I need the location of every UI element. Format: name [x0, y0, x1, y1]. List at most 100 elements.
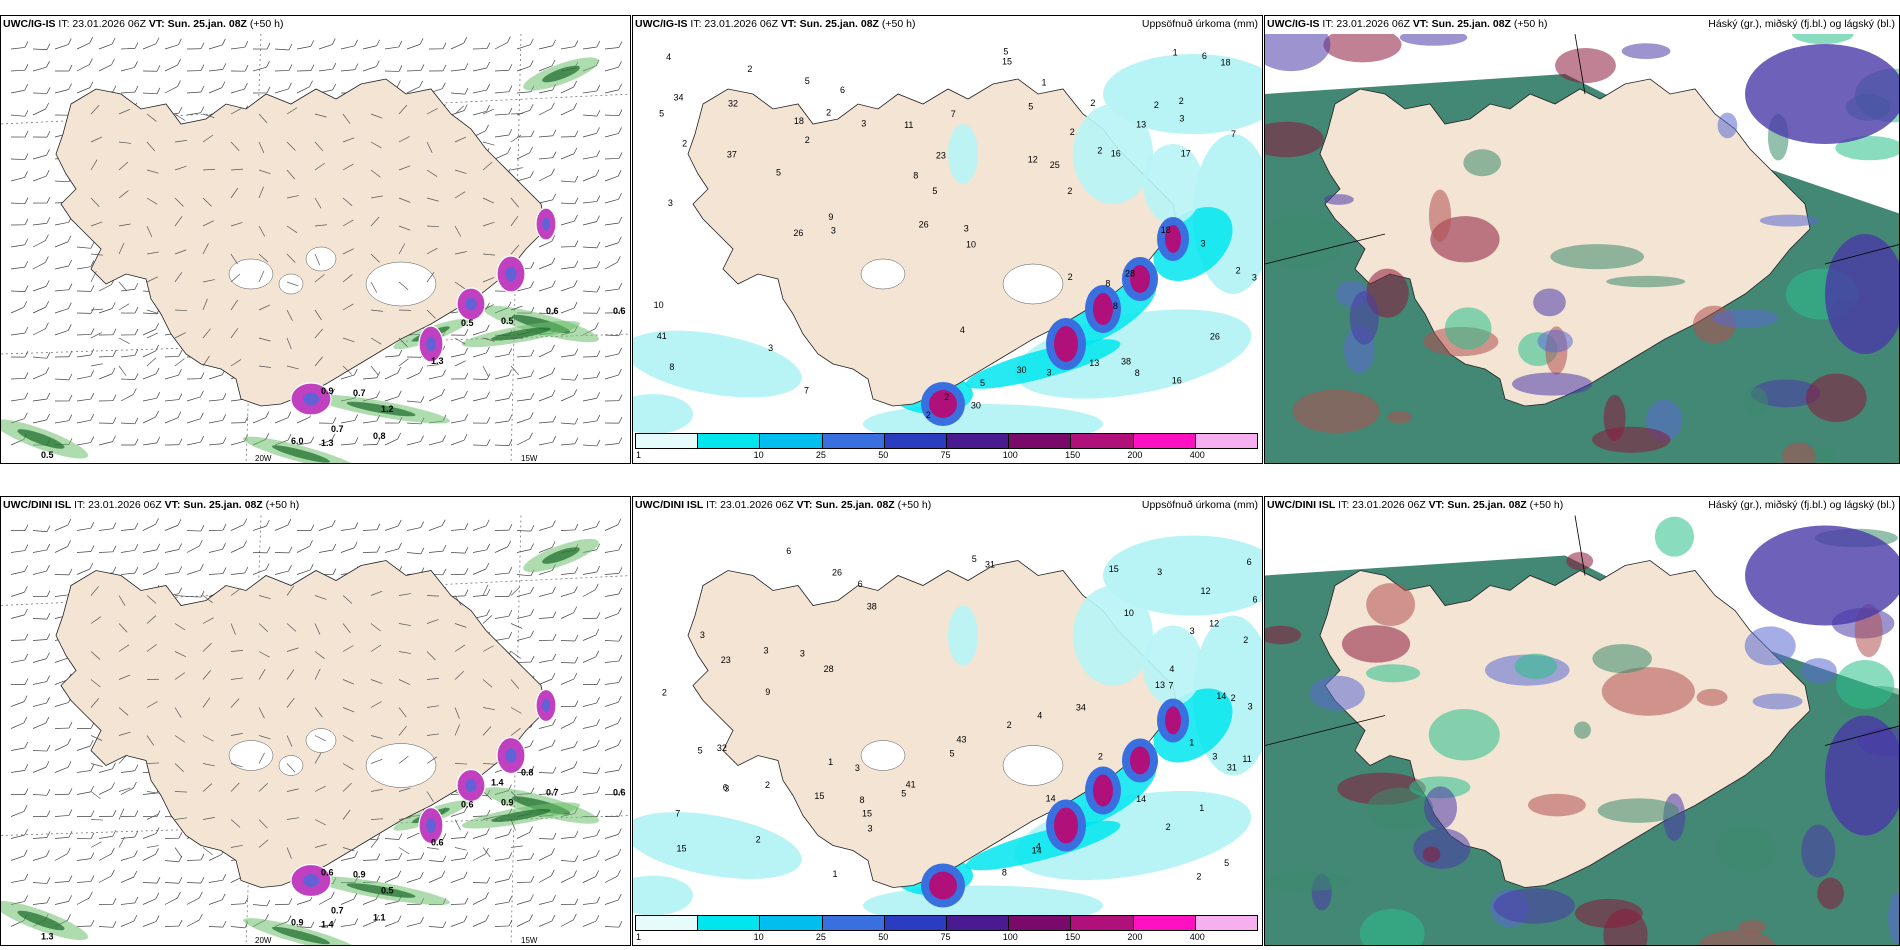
wind-barb [510, 819, 516, 831]
wind-barb [510, 791, 520, 801]
wind-barb [582, 835, 597, 839]
wind-barb [111, 869, 115, 877]
wind-barb [454, 707, 460, 719]
wind-barb [68, 350, 73, 357]
wind-barb [112, 85, 117, 92]
wind-barb [454, 763, 468, 765]
wind-barb [24, 110, 29, 117]
wind-barb [384, 548, 399, 553]
wind-barb [538, 441, 553, 446]
wind-barb [24, 260, 29, 268]
wind-barb [398, 725, 407, 736]
wind-barb [89, 739, 94, 747]
wind-barb [464, 831, 469, 838]
wind-barb [370, 281, 378, 293]
iceland-land [55, 78, 547, 407]
wind-barb [604, 374, 619, 380]
wind-barb [155, 322, 160, 330]
wind-barb [596, 719, 600, 726]
wind-barb [90, 104, 100, 115]
wind-barb [222, 38, 226, 46]
wind-barb [208, 926, 224, 928]
precip-value: 5 [1003, 46, 1008, 56]
cloud-map [1265, 34, 1899, 463]
wind-barb [354, 851, 358, 858]
wind-value: 0.7 [546, 788, 559, 798]
wind-barb [199, 891, 203, 899]
cloud-patch [1366, 787, 1434, 830]
wind-barb [46, 877, 51, 884]
wind-barb [199, 539, 203, 547]
wind-barb [428, 876, 442, 883]
wind-barb [398, 281, 409, 291]
wind-barb [202, 279, 215, 283]
wind-barb [208, 419, 223, 424]
wind-barb [398, 833, 403, 840]
wind-barb [574, 830, 579, 838]
wind-barb [90, 852, 95, 859]
wind-barb [574, 214, 578, 222]
wind-barb [120, 876, 135, 883]
wind-barb [370, 365, 379, 376]
wind-barb [111, 782, 115, 789]
wind-barb [510, 679, 520, 689]
wind-barb [296, 86, 310, 94]
precip-value: 5 [698, 746, 703, 756]
precip-core [303, 874, 319, 887]
wind-barb [342, 595, 353, 604]
wind-barb [538, 421, 553, 424]
wind-barb [463, 104, 468, 111]
precip-value: 26 [1210, 331, 1220, 341]
precip-value: 32 [717, 743, 727, 753]
wind-barb [222, 63, 227, 70]
wind-barb [24, 544, 29, 551]
wind-value: 1.3 [431, 356, 444, 366]
legend-swatch [884, 434, 948, 448]
wind-barb [618, 696, 622, 703]
wind-barb [46, 696, 50, 704]
wind-barb [266, 86, 271, 94]
wind-barb [134, 61, 138, 68]
wind-barb [90, 285, 95, 292]
wind-barb [178, 587, 183, 594]
wind-barb [398, 337, 408, 347]
wind-barb [265, 563, 270, 570]
wind-barb [178, 438, 183, 445]
wind-barb [134, 896, 139, 904]
wind-barb [258, 752, 265, 764]
wind-barb [142, 523, 156, 531]
wind-barb [516, 530, 532, 532]
wind-barb [604, 769, 619, 773]
wind-barb [596, 520, 600, 527]
wind-barb [331, 433, 336, 440]
legend-swatch [698, 916, 761, 930]
wind-barb [516, 900, 531, 905]
wind-barb [574, 656, 579, 664]
wind-barb [550, 869, 555, 876]
glacier [278, 273, 304, 295]
wind-barb [230, 546, 244, 553]
wind-barb [68, 373, 73, 381]
wind-barb [112, 898, 117, 905]
wind-barb [354, 368, 358, 376]
wind-barb [604, 701, 619, 707]
cloud-patch [1782, 442, 1816, 463]
cloud-patch [1359, 908, 1425, 945]
wind-barb [552, 129, 557, 136]
wind-barb [54, 180, 69, 183]
wind-barb [482, 763, 496, 765]
wind-barb [494, 354, 509, 358]
wind-barb [486, 105, 490, 112]
wind-barb [54, 657, 69, 663]
wind-barb [98, 64, 112, 72]
wind-barb [67, 914, 71, 921]
wind-barb [10, 659, 25, 663]
wind-barb [510, 651, 521, 659]
precip-core [303, 392, 319, 406]
wind-barb [516, 44, 531, 50]
wind-barb [286, 585, 295, 596]
wind-barb [420, 396, 425, 403]
precip-value: 4 [1169, 664, 1174, 674]
precip-core [426, 336, 436, 352]
wind-barb [98, 788, 112, 795]
